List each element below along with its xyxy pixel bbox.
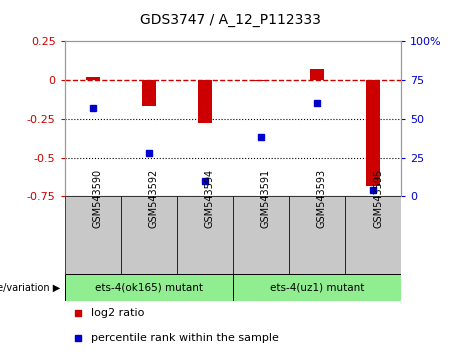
Bar [366, 80, 380, 185]
Bar [177, 196, 233, 274]
Text: ets-4(uz1) mutant: ets-4(uz1) mutant [270, 282, 364, 293]
Bar [198, 80, 212, 123]
Text: genotype/variation ▶: genotype/variation ▶ [0, 282, 60, 293]
Bar [65, 274, 233, 301]
Text: GSM543590: GSM543590 [93, 169, 103, 228]
Bar [254, 80, 268, 81]
Bar [65, 196, 121, 274]
Text: percentile rank within the sample: percentile rank within the sample [91, 333, 279, 343]
Bar [345, 196, 401, 274]
Bar [142, 80, 156, 106]
Bar [121, 196, 177, 274]
Text: GSM543591: GSM543591 [261, 169, 271, 228]
Bar [233, 196, 289, 274]
Text: GSM543594: GSM543594 [205, 169, 215, 228]
Bar [233, 274, 401, 301]
Text: ets-4(ok165) mutant: ets-4(ok165) mutant [95, 282, 203, 293]
Text: log2 ratio: log2 ratio [91, 308, 145, 318]
Text: GDS3747 / A_12_P112333: GDS3747 / A_12_P112333 [140, 12, 321, 27]
Bar [86, 76, 100, 80]
Text: GSM543592: GSM543592 [148, 169, 159, 228]
Text: GSM543595: GSM543595 [373, 169, 383, 228]
Bar [310, 69, 324, 80]
Bar [289, 196, 345, 274]
Text: GSM543593: GSM543593 [317, 169, 327, 228]
